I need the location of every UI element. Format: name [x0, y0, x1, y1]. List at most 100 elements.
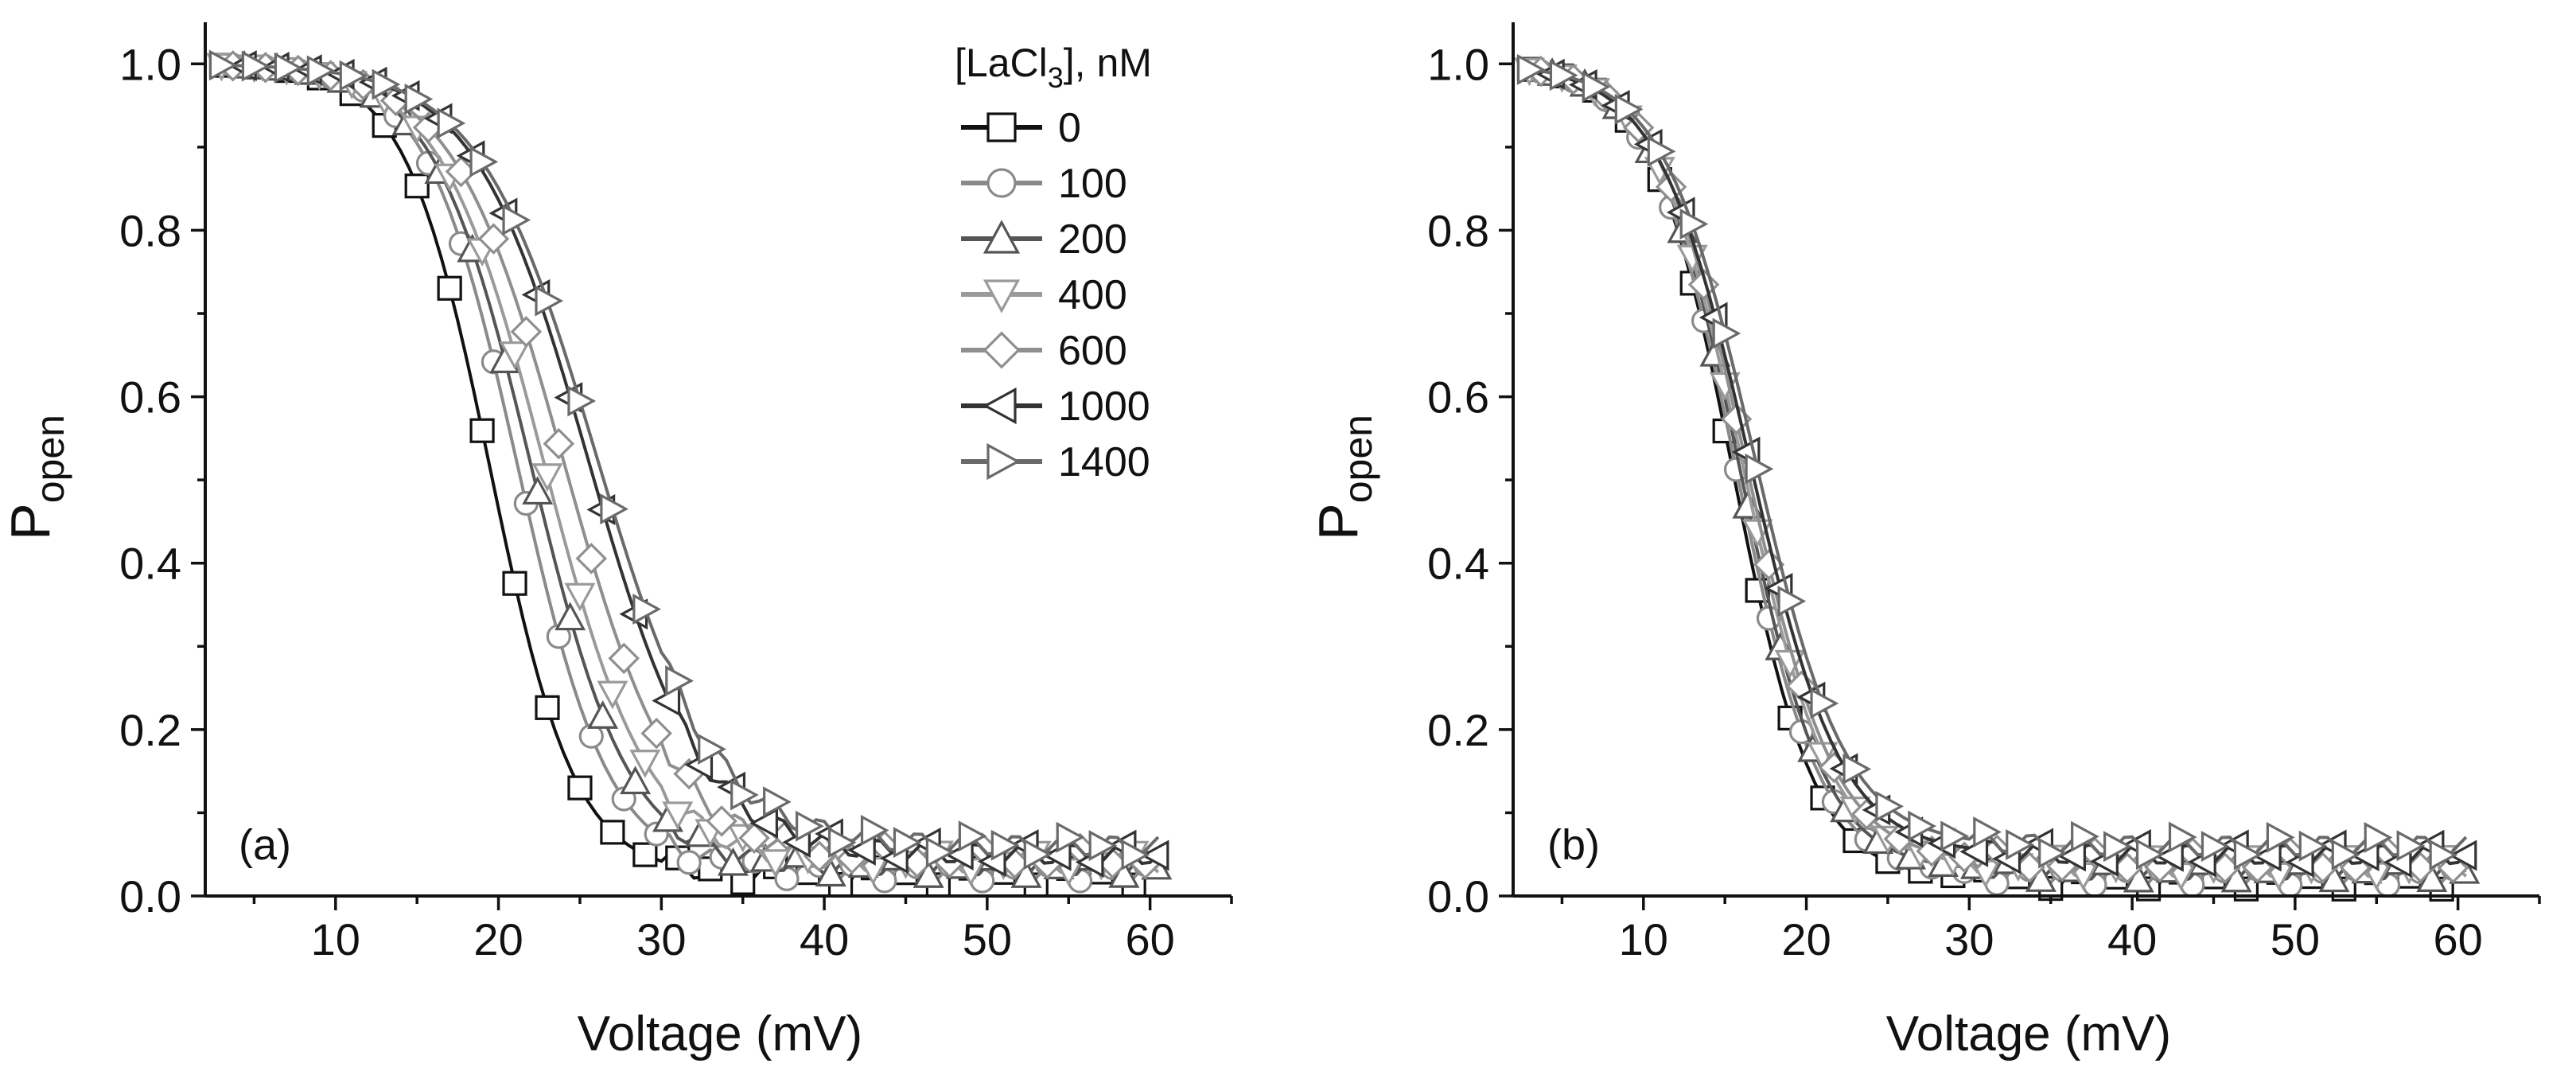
x-axis-label-b: Voltage (mV) [1886, 1007, 2171, 1061]
marker-1400 [1875, 790, 1905, 822]
legend-label: 100 [1058, 161, 1127, 207]
marker-1400 [339, 60, 368, 92]
marker-200 [1010, 859, 1042, 888]
legend-entry-100: 100 [961, 161, 1127, 207]
series-1400 [208, 49, 1160, 871]
panel-label-b: (b) [1547, 821, 1600, 869]
marker-1400 [1023, 839, 1053, 871]
marker-0 [469, 418, 495, 443]
marker-0 [632, 842, 658, 867]
marker-400 [662, 801, 694, 831]
y-tick-label: 1.0 [119, 39, 181, 89]
legend-label: 200 [1058, 216, 1127, 263]
legend-entry-1400: 1400 [961, 439, 1150, 485]
marker-1400 [665, 665, 694, 697]
ticks-a: 10 20 30 40 50 600.00.20.40.60.81.0 [119, 39, 1233, 964]
marker-200 [620, 765, 652, 795]
legend-entries: 0 100 200 400 600 1000 1400 [961, 105, 1150, 485]
y-axis-label-sub-b: open [1336, 415, 1380, 503]
x-tick-label: 20 [473, 914, 523, 964]
legend-marker-1400 [986, 442, 1021, 481]
x-tick-label: 50 [963, 914, 1012, 964]
legend-marker-100 [986, 168, 1017, 198]
marker-1400 [2135, 839, 2165, 871]
marker-1400 [1712, 317, 1741, 349]
series-1400 [1516, 53, 2468, 871]
marker-1400 [730, 779, 759, 811]
marker-1400 [1679, 208, 1709, 240]
legend-marker-1000 [983, 387, 1017, 425]
marker-1400 [698, 733, 726, 765]
x-tick-label: 30 [636, 914, 686, 964]
legend-label: 0 [1058, 105, 1081, 151]
marker-1400 [1810, 688, 1839, 719]
marker-400 [760, 849, 792, 878]
legend-marker-0 [986, 112, 1017, 142]
legend-label: 1400 [1058, 439, 1150, 485]
axes-a [204, 22, 1232, 898]
y-tick-label: 0.8 [119, 205, 181, 255]
legend-marker-200 [983, 220, 1021, 254]
marker-1400 [1549, 60, 1578, 92]
marker-1400 [372, 68, 401, 100]
ticks-b: 10 20 30 40 50 60 0.0 0.2 0.4 0.6 0.8 1.0 [1427, 39, 2541, 964]
legend-title: [LaCl3], nM [955, 41, 1152, 94]
legend-entry-400: 400 [961, 272, 1127, 318]
axes-b [1512, 22, 2539, 898]
marker-600 [543, 427, 575, 460]
marker-1400 [2006, 828, 2034, 860]
marker-200 [717, 847, 749, 876]
x-tick-label: 40 [800, 914, 849, 964]
y-axis-label-b: Popen [1307, 415, 1380, 540]
panel-label-a: (a) [239, 821, 291, 869]
marker-0 [437, 275, 462, 301]
marker-1400 [1516, 53, 1546, 85]
marker-1400 [2266, 821, 2295, 853]
marker-1400 [2233, 839, 2263, 871]
marker-0 [502, 571, 527, 596]
marker-1400 [2200, 831, 2230, 863]
y-tick-label: 0.0 [1427, 871, 1489, 921]
legend-entry-600: 600 [961, 328, 1127, 374]
x-tick-label: 30 [1944, 914, 1994, 964]
marker-1400 [2396, 830, 2426, 862]
marker-1400 [1940, 820, 1969, 852]
marker-200 [555, 602, 586, 631]
marker-600 [510, 316, 543, 348]
marker-1400 [893, 827, 922, 859]
marker-1400 [404, 84, 434, 115]
marker-1400 [1777, 586, 1807, 617]
marker-1400 [925, 836, 955, 868]
marker-1400 [2429, 839, 2458, 871]
marker-0 [567, 775, 593, 800]
marker-1400 [437, 107, 466, 139]
legend-label: 1000 [1058, 384, 1150, 430]
x-tick-label: 20 [1781, 914, 1831, 964]
x-tick-label: 10 [311, 914, 360, 964]
x-tick-label: 40 [2107, 914, 2157, 964]
marker-1400 [1088, 830, 1118, 862]
legend: [LaCl3], nM 0 100 200 400 600 1000 1400 [955, 41, 1152, 485]
y-tick-label: 0.4 [1427, 539, 1489, 589]
marker-1400 [600, 493, 629, 525]
marker-1400 [1582, 71, 1611, 103]
legend-title-main: [LaCl [955, 41, 1048, 85]
marker-1400 [1056, 821, 1085, 853]
marker-600 [608, 642, 640, 675]
marker-600 [738, 822, 770, 854]
marker-400 [564, 582, 596, 612]
x-tick-label: 50 [2271, 914, 2320, 964]
x-axis-label-a: Voltage (mV) [578, 1007, 862, 1061]
y-tick-label: 1.0 [1427, 39, 1489, 89]
y-axis-label-main-a: P [0, 503, 61, 540]
legend-label: 400 [1058, 272, 1127, 318]
marker-0 [535, 695, 560, 720]
marker-600 [640, 717, 672, 750]
marker-1400 [1843, 753, 1872, 785]
marker-1400 [1647, 135, 1676, 167]
marker-1400 [827, 827, 857, 859]
marker-0 [404, 173, 430, 199]
marker-1400 [1973, 816, 2002, 848]
legend-marker-400 [983, 279, 1021, 314]
marker-1400 [763, 786, 792, 818]
